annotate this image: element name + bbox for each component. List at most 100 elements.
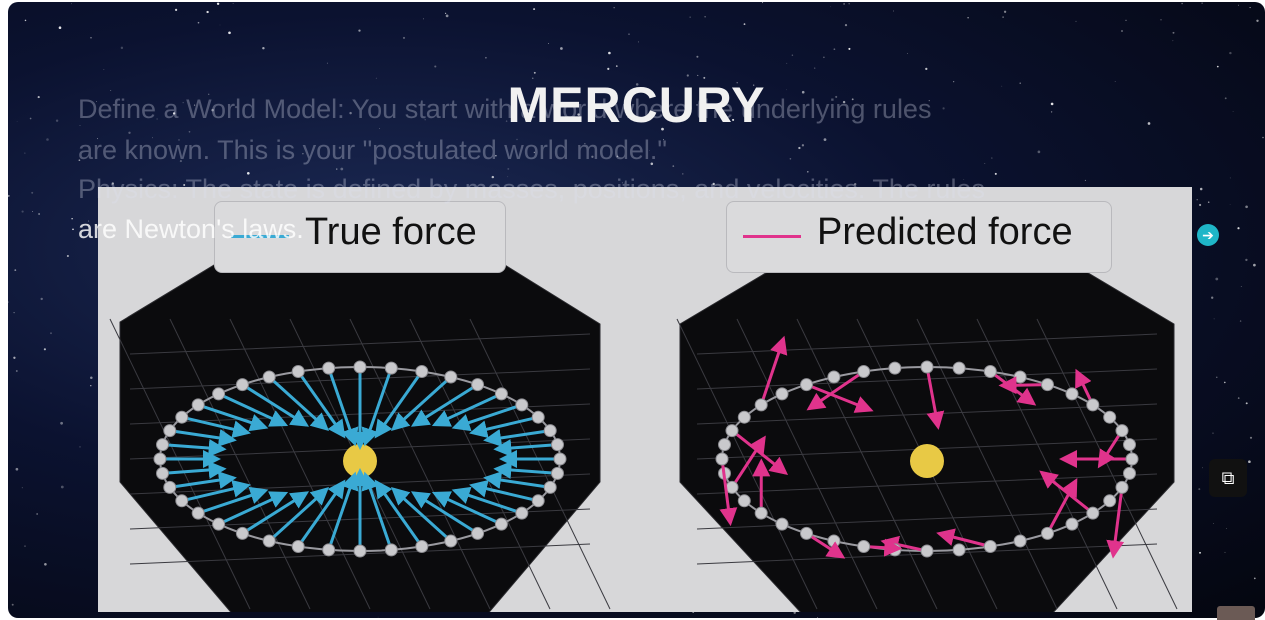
star — [1213, 318, 1215, 320]
star — [661, 127, 664, 131]
planet-position — [515, 398, 529, 412]
star — [423, 18, 424, 20]
star — [984, 163, 986, 164]
planet-position — [983, 365, 997, 378]
planet-position — [153, 452, 167, 466]
force-arrow — [731, 429, 789, 475]
star — [156, 118, 158, 120]
star — [533, 71, 536, 74]
star — [326, 62, 328, 64]
force-arrow — [469, 415, 539, 439]
star — [1237, 227, 1240, 230]
star — [71, 218, 73, 220]
planet-position — [725, 480, 739, 494]
star — [1229, 51, 1232, 55]
force-arrow — [268, 375, 330, 432]
force-arrow — [719, 458, 738, 527]
star — [743, 23, 746, 25]
star — [1211, 296, 1214, 299]
star — [445, 14, 449, 18]
force-arrow — [493, 461, 558, 479]
true-force-panel — [109, 238, 611, 612]
star — [197, 21, 200, 24]
force-arrow — [925, 366, 945, 430]
planet-position — [754, 506, 768, 520]
force-arrow — [493, 439, 558, 457]
force-arrow — [181, 415, 251, 439]
star — [377, 616, 379, 618]
grid-line — [976, 318, 1118, 610]
star — [1050, 111, 1053, 113]
star — [1075, 20, 1077, 22]
star — [1216, 65, 1219, 68]
grid-line — [109, 318, 251, 610]
force-arrow — [296, 479, 346, 548]
star — [925, 67, 928, 71]
star — [814, 67, 816, 69]
star — [228, 31, 231, 35]
star — [246, 171, 250, 175]
star — [234, 105, 238, 109]
star — [1114, 81, 1116, 83]
star — [1249, 7, 1251, 9]
star — [183, 183, 186, 187]
star — [1223, 381, 1226, 384]
star — [445, 12, 447, 14]
star — [15, 467, 19, 471]
star — [88, 220, 90, 222]
planet-position — [471, 378, 485, 392]
star — [375, 77, 377, 79]
star — [1160, 19, 1162, 21]
star — [24, 545, 26, 547]
planet-position — [212, 387, 226, 401]
star — [762, 2, 764, 4]
planet-position — [1065, 387, 1079, 401]
planet-position — [156, 438, 169, 452]
planet-position — [1103, 494, 1117, 508]
next-slide-button[interactable]: ➔ — [1197, 224, 1219, 246]
star — [1172, 40, 1174, 42]
star — [1237, 397, 1240, 399]
star — [801, 144, 805, 147]
planet-position — [952, 361, 966, 375]
star — [120, 46, 124, 50]
star — [712, 182, 715, 186]
planet-position — [800, 378, 813, 392]
picture-in-picture-icon: ⧉ — [1221, 468, 1235, 488]
planet-position — [1041, 378, 1054, 392]
force-arrow — [936, 528, 991, 548]
star — [823, 138, 827, 141]
star — [1224, 97, 1227, 100]
planet-position — [952, 543, 966, 557]
force-arrow — [361, 471, 393, 551]
planet-position — [471, 526, 485, 540]
star — [1253, 263, 1256, 267]
star — [755, 89, 758, 92]
planet-position — [1123, 466, 1136, 480]
star — [90, 376, 93, 379]
star — [1238, 4, 1240, 6]
star — [1249, 436, 1253, 439]
star — [994, 172, 997, 175]
planet-position — [384, 543, 398, 557]
presenter-video-thumbnail[interactable] — [1217, 606, 1255, 620]
star — [928, 100, 930, 102]
star — [434, 65, 437, 68]
star — [38, 213, 41, 215]
star — [830, 6, 831, 8]
force-arrow — [451, 486, 523, 515]
predicted-force-panel — [676, 238, 1178, 612]
star — [848, 47, 851, 50]
star — [1002, 16, 1004, 18]
force-arrow — [217, 392, 289, 427]
star — [635, 83, 639, 86]
star — [262, 46, 265, 50]
star — [1253, 577, 1256, 580]
force-arrow — [268, 486, 330, 543]
planet-position — [888, 361, 902, 375]
planet-position — [415, 540, 429, 553]
picture-in-picture-button[interactable]: ⧉ — [1209, 459, 1247, 497]
planet-position — [827, 370, 841, 384]
star — [485, 56, 487, 59]
star — [907, 52, 908, 54]
